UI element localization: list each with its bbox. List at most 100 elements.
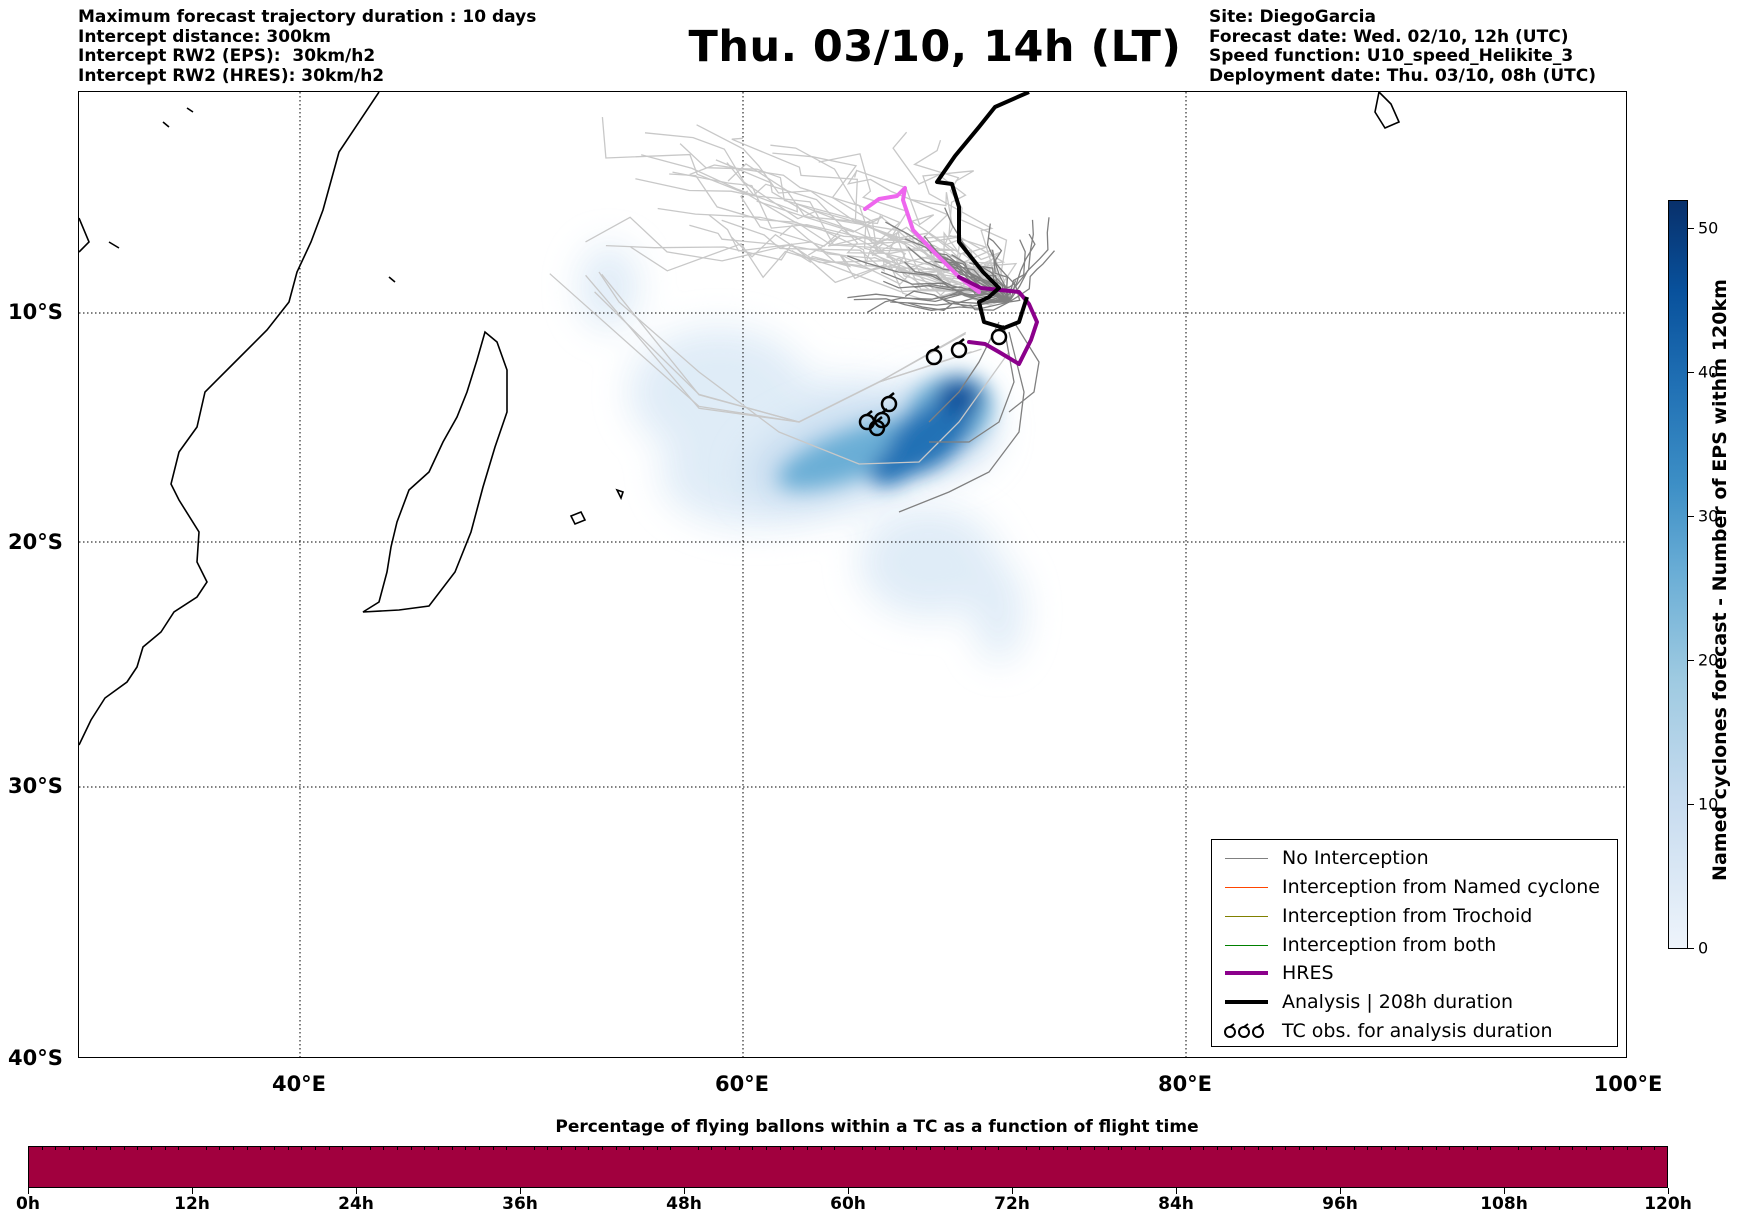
timeline-minor-tick <box>861 1146 863 1150</box>
timeline-minor-tick <box>1367 1146 1369 1150</box>
timeline-minor-tick <box>1039 1146 1041 1150</box>
timeline-minor-tick <box>1435 1146 1437 1150</box>
timeline-tick <box>1340 1188 1341 1194</box>
timeline-minor-tick <box>1654 1146 1656 1150</box>
timeline-minor-tick <box>410 1146 412 1150</box>
colorbar-tick <box>1688 948 1694 949</box>
lat-label: 10°S <box>8 300 63 324</box>
timeline-tick-label: 108h <box>1480 1194 1528 1214</box>
eps-member-tracks <box>549 117 1024 465</box>
timeline-minor-tick <box>246 1146 248 1150</box>
timeline-minor-tick <box>697 1146 699 1150</box>
timeline-minor-tick <box>506 1146 508 1150</box>
tc-observation-symbol <box>873 408 891 429</box>
tc-observation-symbol <box>950 338 968 359</box>
lat-label: 30°S <box>8 774 63 798</box>
no-interception-track <box>1008 233 1036 303</box>
timeline-minor-tick <box>137 1146 139 1150</box>
timeline-minor-tick <box>233 1146 234 1150</box>
timeline-minor-tick <box>629 1146 631 1150</box>
timeline-minor-tick <box>369 1146 371 1150</box>
timeline-minor-tick <box>807 1146 808 1150</box>
timeline-minor-tick <box>889 1146 890 1150</box>
timeline-minor-tick <box>274 1146 275 1150</box>
header-right-line: Deployment date: Thu. 03/10, 08h (UTC) <box>1209 65 1596 86</box>
header-right-line: Forecast date: Wed. 02/10, 12h (UTC) <box>1209 26 1569 47</box>
header-left-line: Intercept distance: 300km <box>78 26 331 47</box>
reunion-coast <box>615 488 625 501</box>
timeline-minor-tick <box>1449 1146 1451 1150</box>
timeline-tick-label: 12h <box>174 1194 210 1214</box>
coastlines <box>79 92 1401 746</box>
timeline-minor-tick <box>957 1146 959 1150</box>
timeline-minor-tick <box>342 1146 344 1150</box>
timeline-minor-tick <box>1258 1146 1259 1150</box>
timeline-minor-tick <box>287 1146 289 1150</box>
timeline-minor-tick <box>1217 1146 1218 1150</box>
timeline-minor-tick <box>1271 1146 1273 1150</box>
header-left-line: Intercept RW2 (HRES): 30km/h2 <box>78 65 385 86</box>
timeline-minor-tick <box>588 1146 590 1150</box>
timeline-minor-tick <box>1107 1146 1109 1150</box>
timeline-minor-tick <box>205 1146 207 1150</box>
timeline-minor-tick <box>1476 1146 1478 1150</box>
map-legend: No Interception Interception from Named … <box>1211 839 1618 1047</box>
timeline-tick <box>192 1188 193 1194</box>
no-interception-track <box>847 255 1010 303</box>
timeline-minor-tick <box>779 1146 781 1150</box>
colorbar-title: Named cyclones forecast - Number of EPS … <box>1709 279 1731 881</box>
timeline-minor-tick <box>82 1146 84 1150</box>
timeline-minor-tick <box>1572 1146 1574 1150</box>
timeline-minor-tick <box>1394 1146 1396 1150</box>
timeline-bar <box>28 1146 1668 1188</box>
lon-label: 40°E <box>271 1072 327 1096</box>
timeline-minor-tick <box>533 1146 535 1150</box>
colorbar-tick-label: 0 <box>1698 938 1709 958</box>
timeline-minor-tick <box>738 1146 740 1150</box>
header-left-line: Intercept RW2 (EPS): 30km/h2 <box>78 46 376 66</box>
timeline-minor-tick <box>984 1146 986 1150</box>
timeline-minor-tick <box>943 1146 945 1150</box>
timeline-minor-tick <box>971 1146 972 1150</box>
timeline-minor-tick <box>711 1146 713 1150</box>
colorbar-tick-label: 30 <box>1698 506 1719 526</box>
header-left-info: Maximum forecast trajectory duration : 1… <box>78 7 536 86</box>
timeline-minor-tick <box>1613 1146 1615 1150</box>
timeline-minor-tick <box>643 1146 644 1150</box>
timeline-minor-tick <box>1586 1146 1587 1150</box>
timeline-minor-tick <box>260 1146 262 1150</box>
africa-coast <box>79 92 380 746</box>
timeline-tick-label: 48h <box>666 1194 702 1214</box>
no-interception-track <box>928 321 1000 423</box>
map-title: Thu. 03/10, 14h (LT) <box>688 22 1182 72</box>
colorbar-tick-label: 20 <box>1698 650 1719 670</box>
tc-observation-symbol <box>880 392 898 413</box>
legend-label: HRES <box>1282 961 1334 984</box>
timeline-minor-tick <box>424 1146 426 1150</box>
timeline-minor-tick <box>1066 1146 1068 1150</box>
timeline-minor-tick <box>1558 1146 1560 1150</box>
lat-label: 40°S <box>8 1046 63 1070</box>
no-interception-track <box>898 331 1025 513</box>
header-right-line: Site: DiegoGarcia <box>1209 7 1376 27</box>
eps-track <box>689 224 1009 302</box>
eps-track <box>922 170 1018 296</box>
timeline-tick <box>848 1188 849 1194</box>
timeline-minor-tick <box>1230 1146 1232 1150</box>
header-right-info: Site: DiegoGarcia Forecast date: Wed. 02… <box>1209 7 1596 86</box>
colorbar-tick-label: 50 <box>1698 218 1719 238</box>
timeline-minor-tick <box>1135 1146 1136 1150</box>
timeline-minor-tick <box>438 1146 439 1150</box>
timeline-minor-tick <box>602 1146 603 1150</box>
timeline-minor-tick <box>96 1146 98 1150</box>
eps-track <box>605 243 1007 294</box>
legend-item: No Interception <box>1220 844 1429 871</box>
timeline-minor-tick <box>834 1146 836 1150</box>
timeline-minor-tick <box>1545 1146 1546 1150</box>
timeline-minor-tick <box>998 1146 1000 1150</box>
timeline-minor-tick <box>1381 1146 1382 1150</box>
colorbar-tick <box>1688 228 1694 229</box>
timeline-tick <box>1012 1188 1013 1194</box>
legend-item: TC obs. for analysis duration <box>1220 1017 1553 1044</box>
timeline-minor-tick <box>110 1146 111 1150</box>
